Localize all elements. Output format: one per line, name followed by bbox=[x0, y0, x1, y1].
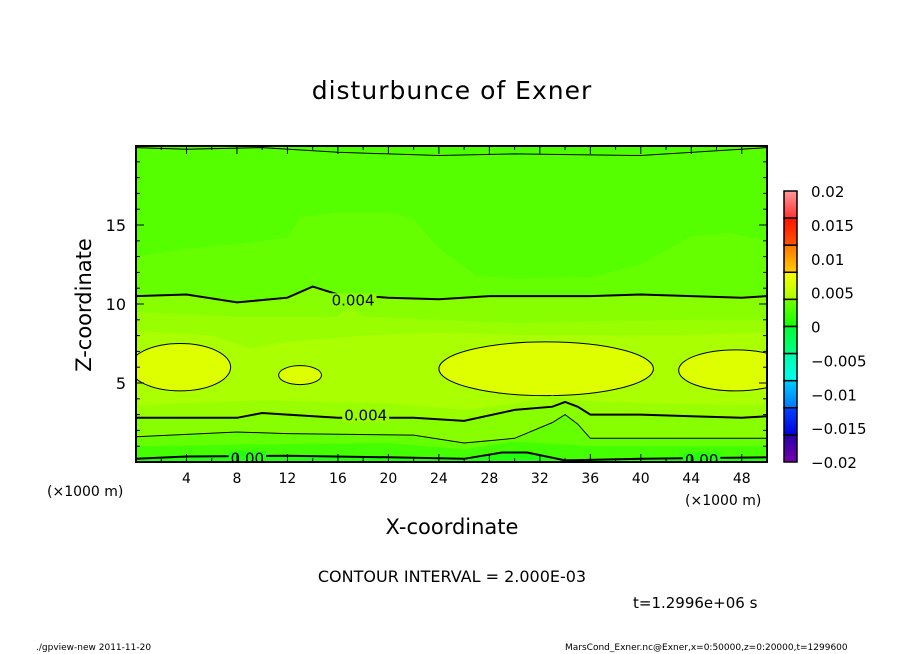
colorbar-segment bbox=[783, 407, 798, 436]
x-tick-label: 44 bbox=[682, 471, 700, 487]
x-tick-label: 20 bbox=[379, 471, 397, 487]
contour-label-bg bbox=[329, 293, 377, 308]
y-tick-label: 5 bbox=[116, 374, 126, 393]
contour-0.006 bbox=[678, 349, 767, 392]
colorbar-segment bbox=[783, 244, 798, 274]
x-unit-label-left: (×1000 m) bbox=[47, 484, 124, 500]
footer-left: ./gpview-new 2011-11-20 bbox=[36, 643, 152, 653]
footer-right: MarsCond_Exner.nc@Exner,x=0:50000,z=0:20… bbox=[565, 643, 848, 653]
x-tick-label: 24 bbox=[430, 471, 448, 487]
y-tick-label: 15 bbox=[106, 216, 126, 235]
chart-title: disturbunce of Exner bbox=[311, 76, 593, 105]
colorbar-segment bbox=[783, 271, 798, 301]
contour-0.006 bbox=[136, 343, 232, 392]
x-tick-label: 16 bbox=[329, 471, 347, 487]
contour-label: 0.00 bbox=[231, 449, 264, 467]
band-fill bbox=[136, 146, 767, 156]
x-tick-label: 36 bbox=[581, 471, 599, 487]
x-tick-label: 40 bbox=[632, 471, 650, 487]
colorbar-segment bbox=[783, 352, 798, 382]
colorbar-segment bbox=[783, 298, 798, 328]
colorbar-tick-label: 0.01 bbox=[811, 251, 844, 269]
contour-line-0.004-upper bbox=[136, 285, 767, 304]
plot-area: 0.004 0.004 0.00 0.00 bbox=[136, 146, 767, 469]
x-tick-label: 32 bbox=[531, 471, 549, 487]
colorbar-tick-label: −0.005 bbox=[811, 352, 867, 370]
contour-label-bg bbox=[682, 452, 721, 462]
colorbar-tick-label: 0.015 bbox=[811, 217, 854, 235]
contour-line-0.004-lower bbox=[136, 400, 767, 422]
contour-label-bg bbox=[342, 408, 390, 423]
contour-0.006 bbox=[438, 341, 654, 397]
x-tick-label: 12 bbox=[279, 471, 297, 487]
contour-line-0.002 bbox=[136, 413, 767, 444]
x-tick-label: 28 bbox=[480, 471, 498, 487]
colorbar-tick-label: −0.02 bbox=[811, 454, 857, 472]
colorbar-tick-label: 0.02 bbox=[811, 183, 844, 201]
time-text: t=1.2996e+06 s bbox=[633, 594, 758, 612]
colorbar-tick-label: −0.015 bbox=[811, 420, 867, 438]
x-tick-label: 4 bbox=[182, 471, 191, 487]
contour-0.006 bbox=[278, 365, 323, 386]
colorbar-segment bbox=[783, 325, 798, 355]
contour-label: 0.00 bbox=[685, 451, 718, 469]
colorbar-segment bbox=[783, 190, 798, 219]
contour-label-bg bbox=[228, 451, 267, 462]
colorbar-tick-label: 0 bbox=[811, 319, 821, 337]
contour-label: 0.004 bbox=[344, 407, 387, 425]
x-tick-label: 48 bbox=[733, 471, 751, 487]
y-tick-label: 10 bbox=[106, 295, 126, 314]
x-axis-label: X-coordinate bbox=[385, 515, 519, 539]
colorbar-segment bbox=[783, 217, 798, 246]
contour-label: 0.004 bbox=[332, 291, 375, 309]
colorbar-tick-label: −0.01 bbox=[811, 386, 857, 404]
colorbar-tick-label: 0.005 bbox=[811, 285, 854, 303]
colorbar-segment bbox=[783, 379, 798, 409]
x-tick-label: 8 bbox=[232, 471, 241, 487]
contour-interval-text: CONTOUR INTERVAL = 2.000E-03 bbox=[317, 567, 587, 586]
x-unit-label-right: (×1000 m) bbox=[685, 493, 762, 509]
colorbar-segment bbox=[783, 434, 798, 463]
